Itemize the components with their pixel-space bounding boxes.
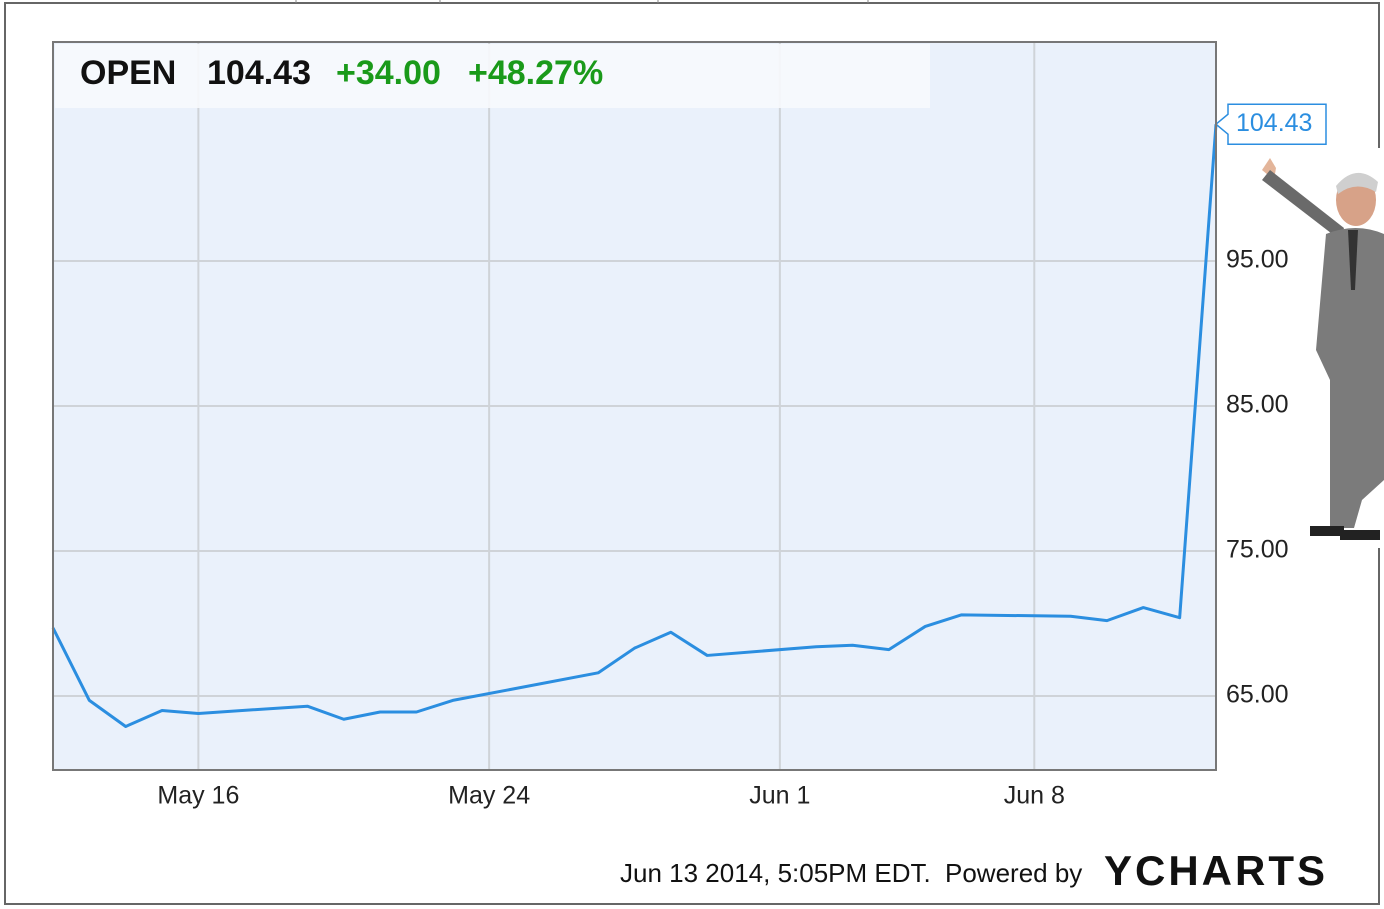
series-line	[51, 124, 1218, 728]
x-tick-label: Jun 1	[749, 782, 810, 810]
plot-border	[52, 41, 1217, 771]
timestamp: Jun 13 2014, 5:05PM EDT.	[620, 858, 931, 888]
tab-dividers	[295, 0, 869, 3]
powered-by: Powered by	[945, 858, 1082, 888]
y-tick-label: 95.00	[1226, 246, 1289, 274]
last-value-label: 104.43	[1236, 109, 1312, 137]
symbol: OPEN	[80, 54, 176, 92]
price: 104.43	[207, 54, 311, 92]
brand: YCHARTS	[1104, 847, 1328, 894]
change: +34.00	[336, 54, 441, 92]
spokesman-photo	[1262, 148, 1384, 548]
y-tick-label: 85.00	[1226, 391, 1289, 419]
x-tick-label: May 16	[157, 782, 239, 810]
last-value-box	[1214, 103, 1327, 145]
y-tick-label: 75.00	[1226, 536, 1289, 564]
y-tick-label: 65.00	[1226, 681, 1289, 709]
x-tick-label: May 24	[448, 782, 530, 810]
change-pct: +48.27%	[468, 54, 603, 92]
x-tick-label: Jun 8	[1004, 782, 1065, 810]
header-band	[55, 44, 930, 108]
